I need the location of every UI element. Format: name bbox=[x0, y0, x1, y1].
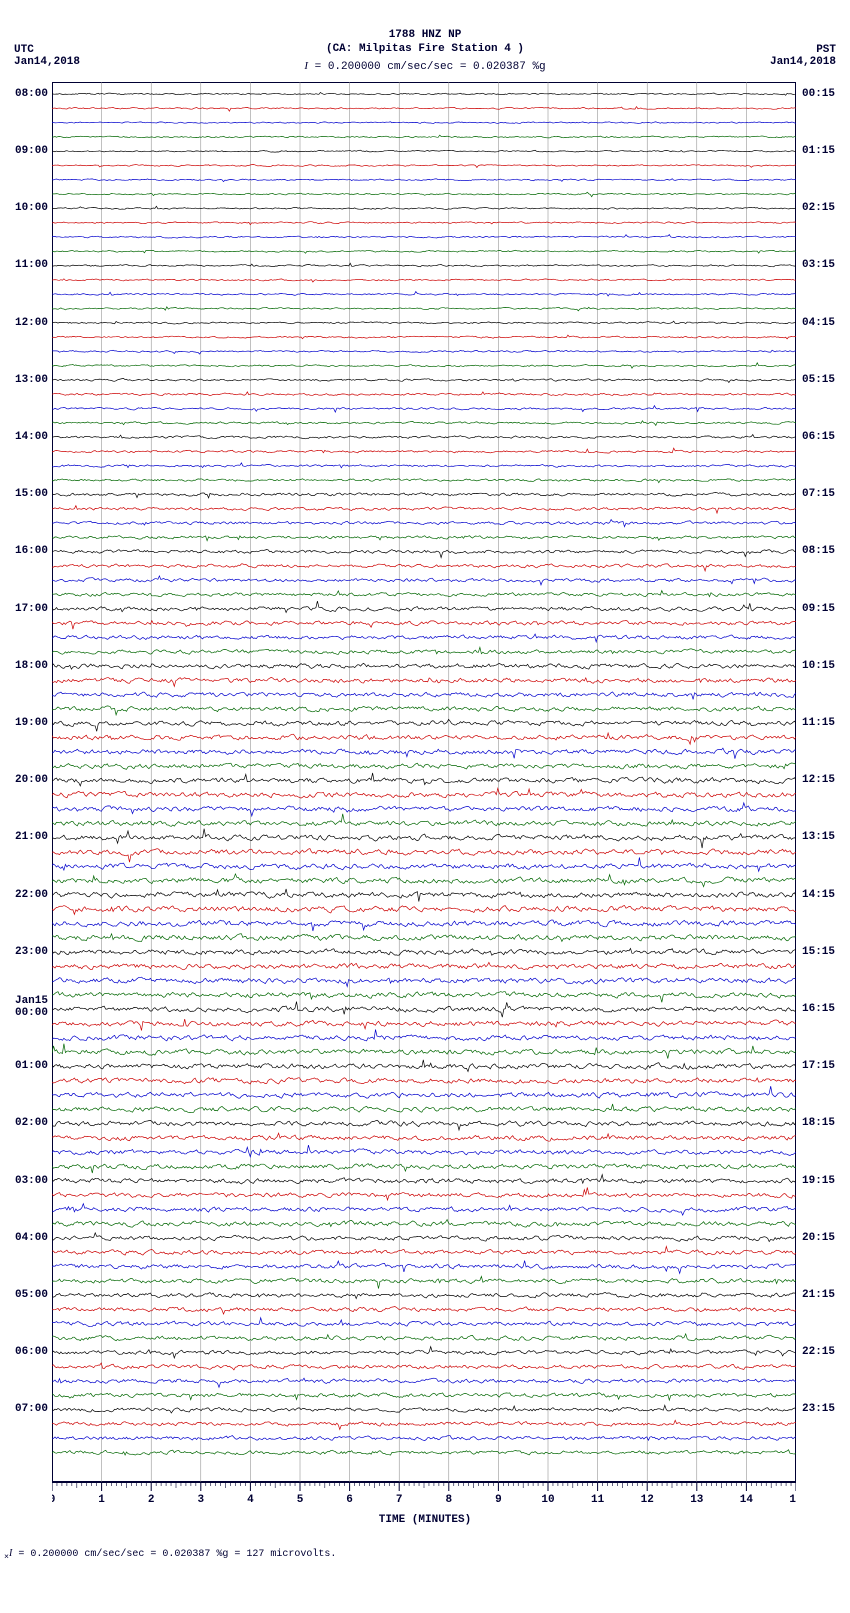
svg-text:1: 1 bbox=[98, 1494, 105, 1506]
utc-axis-labels: 08:00 09:00 10:00 11:00 12:00 13:00 14:00 15:00… bbox=[6, 82, 48, 1482]
right-time-label: 04:15 bbox=[802, 317, 835, 329]
right-time-label: 22:15 bbox=[802, 1346, 835, 1358]
tz-left-block: UTC Jan14,2018 bbox=[14, 44, 80, 68]
svg-text:2: 2 bbox=[148, 1494, 155, 1506]
station-location: (CA: Milpitas Fire Station 4 ) bbox=[0, 42, 850, 56]
seismogram-canvas bbox=[52, 82, 796, 1482]
svg-text:0: 0 bbox=[52, 1494, 55, 1506]
svg-text:6: 6 bbox=[346, 1494, 353, 1506]
left-time-label: 14:00 bbox=[15, 431, 48, 443]
pst-axis-labels: 00:15 01:15 02:15 03:15 04:15 05:15 06:15 07:15… bbox=[802, 82, 844, 1482]
right-time-label: 09:15 bbox=[802, 603, 835, 615]
left-time-label: 02:00 bbox=[15, 1117, 48, 1129]
left-time-label: 13:00 bbox=[15, 374, 48, 386]
svg-text:9: 9 bbox=[495, 1494, 502, 1506]
right-time-label: 10:15 bbox=[802, 660, 835, 672]
tz-left-label: UTC bbox=[14, 44, 80, 56]
svg-text:10: 10 bbox=[541, 1494, 554, 1506]
left-time-label: 22:00 bbox=[15, 889, 48, 901]
right-time-label: 21:15 bbox=[802, 1289, 835, 1301]
footer-scale: × I = 0.200000 cm/sec/sec = 0.020387 %g … bbox=[0, 1526, 850, 1562]
svg-text:5: 5 bbox=[297, 1494, 304, 1506]
svg-text:3: 3 bbox=[197, 1494, 204, 1506]
right-time-label: 01:15 bbox=[802, 145, 835, 157]
left-time-label: 23:00 bbox=[15, 946, 48, 958]
right-time-label: 06:15 bbox=[802, 431, 835, 443]
right-time-label: 05:15 bbox=[802, 374, 835, 386]
svg-text:11: 11 bbox=[591, 1494, 605, 1506]
svg-text:13: 13 bbox=[690, 1494, 704, 1506]
svg-text:15: 15 bbox=[789, 1494, 796, 1506]
left-time-label: 08:00 bbox=[15, 88, 48, 100]
x-axis-label: TIME (MINUTES) bbox=[52, 1512, 798, 1526]
right-time-label: 18:15 bbox=[802, 1117, 835, 1129]
svg-text:12: 12 bbox=[641, 1494, 654, 1506]
left-time-label: 12:00 bbox=[15, 317, 48, 329]
right-time-label: 02:15 bbox=[802, 202, 835, 214]
right-time-label: 14:15 bbox=[802, 889, 835, 901]
left-time-label: 04:00 bbox=[15, 1232, 48, 1244]
left-time-label: 01:00 bbox=[15, 1060, 48, 1072]
left-time-label: 17:00 bbox=[15, 603, 48, 615]
scale-line: I = 0.200000 cm/sec/sec = 0.020387 %g bbox=[0, 57, 850, 74]
right-time-label: 03:15 bbox=[802, 259, 835, 271]
station-id: 1788 HNZ NP bbox=[0, 28, 850, 42]
right-time-label: 08:15 bbox=[802, 545, 835, 557]
left-time-label: 07:00 bbox=[15, 1403, 48, 1415]
helicorder-plot: 08:0009:0010:0011:0012:0013:0014:0015:00… bbox=[52, 82, 798, 1526]
svg-text:8: 8 bbox=[445, 1494, 452, 1506]
right-time-label: 15:15 bbox=[802, 946, 835, 958]
left-time-label: 18:00 bbox=[15, 660, 48, 672]
left-time-label: 10:00 bbox=[15, 202, 48, 214]
right-time-label: 20:15 bbox=[802, 1232, 835, 1244]
right-time-label: 13:15 bbox=[802, 831, 835, 843]
svg-text:4: 4 bbox=[247, 1494, 254, 1506]
right-time-label: 07:15 bbox=[802, 488, 835, 500]
right-time-label: 17:15 bbox=[802, 1060, 835, 1072]
right-time-label: 00:15 bbox=[802, 88, 835, 100]
left-time-label: 21:00 bbox=[15, 831, 48, 843]
tz-right-label: PST bbox=[770, 44, 836, 56]
right-time-label: 12:15 bbox=[802, 774, 835, 786]
left-time-label: 06:00 bbox=[15, 1346, 48, 1358]
tz-left-date: Jan14,2018 bbox=[14, 56, 80, 68]
right-time-label: 19:15 bbox=[802, 1175, 835, 1187]
left-time-label: 19:00 bbox=[15, 717, 48, 729]
svg-text:7: 7 bbox=[396, 1494, 403, 1506]
left-time-label: 11:00 bbox=[15, 259, 48, 271]
left-time-label: 20:00 bbox=[15, 774, 48, 786]
left-time-label: 15:00 bbox=[15, 488, 48, 500]
left-time-label: 05:00 bbox=[15, 1289, 48, 1301]
left-time-label: 09:00 bbox=[15, 145, 48, 157]
left-time-label: 16:00 bbox=[15, 545, 48, 557]
tz-right-date: Jan14,2018 bbox=[770, 56, 836, 68]
left-time-label: 03:00 bbox=[15, 1175, 48, 1187]
left-time-label: Jan1500:00 bbox=[15, 995, 48, 1019]
x-axis: 0123456789101112131415 bbox=[52, 1482, 796, 1512]
right-time-label: 11:15 bbox=[802, 717, 835, 729]
tz-right-block: PST Jan14,2018 bbox=[770, 44, 836, 68]
header: 1788 HNZ NP (CA: Milpitas Fire Station 4… bbox=[0, 0, 850, 74]
right-time-label: 16:15 bbox=[802, 1003, 835, 1015]
svg-text:14: 14 bbox=[740, 1494, 754, 1506]
right-time-label: 23:15 bbox=[802, 1403, 835, 1415]
